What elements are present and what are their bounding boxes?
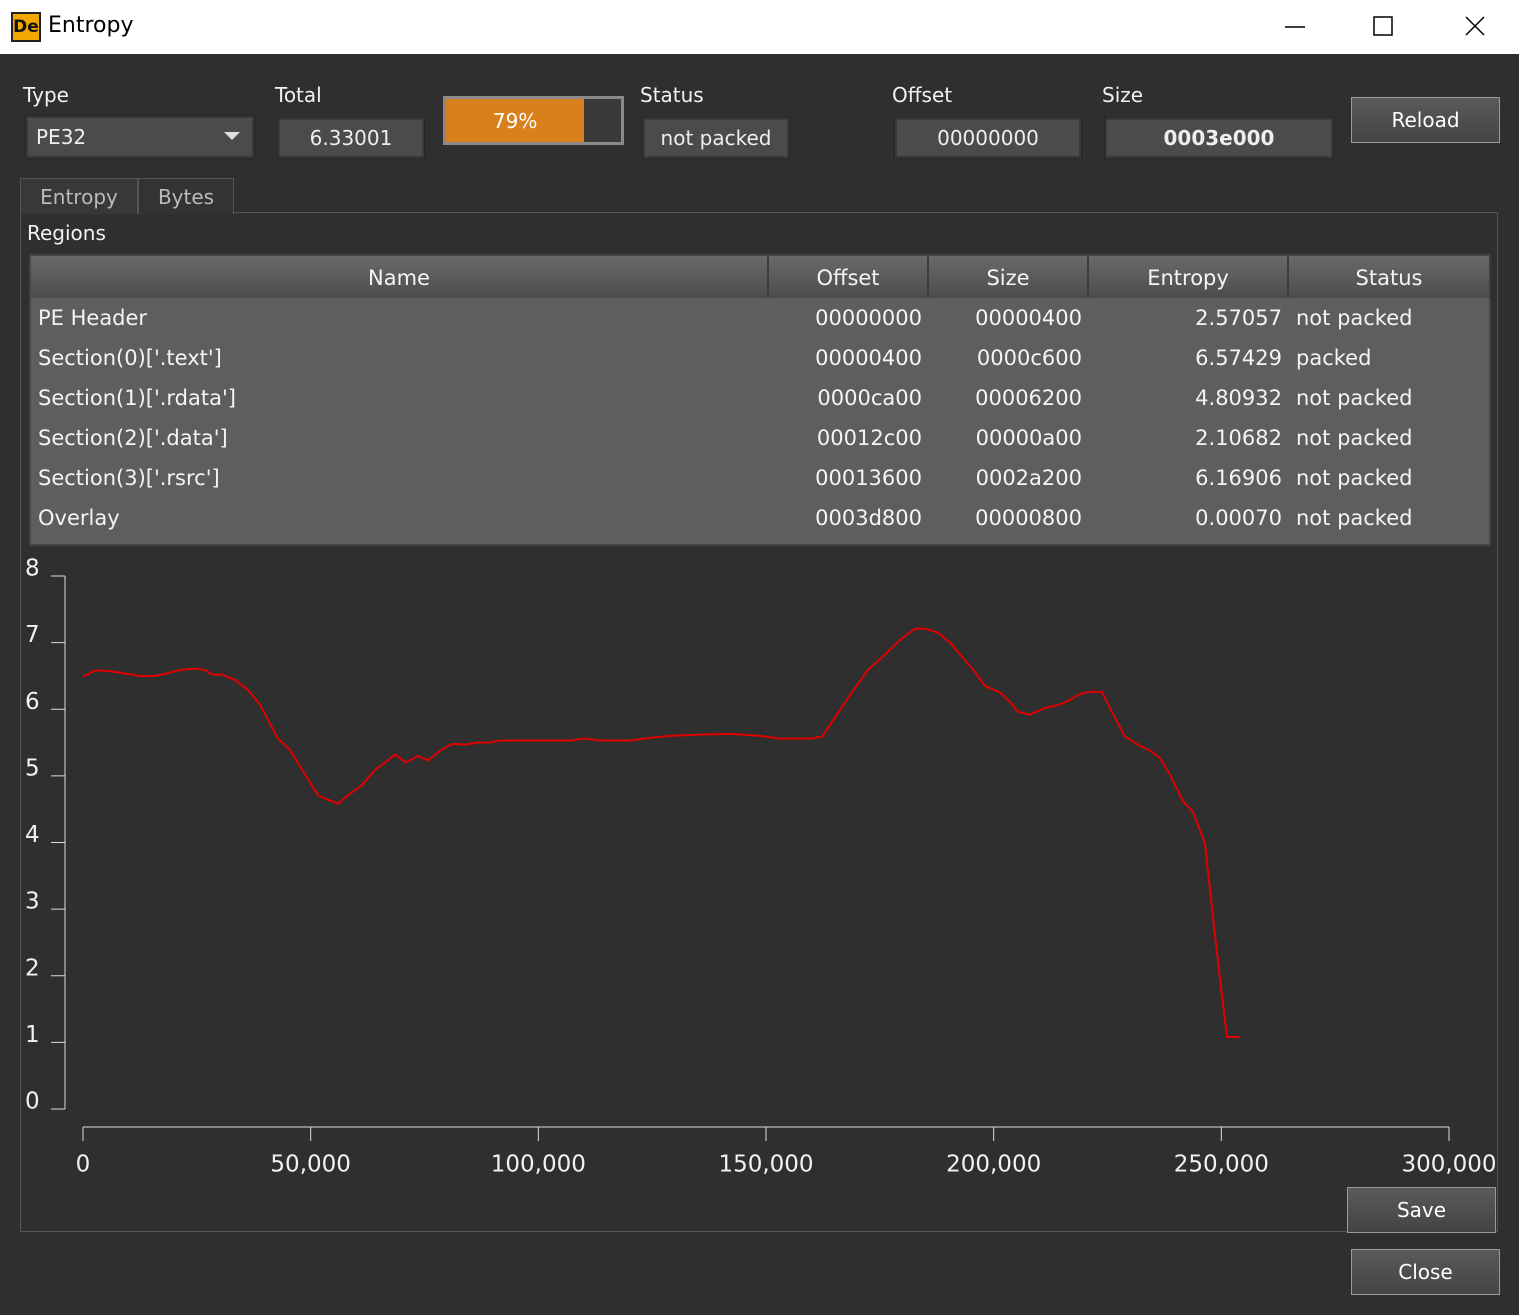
- cell: 6.16906: [1195, 466, 1282, 490]
- title-bar: De Entropy: [0, 0, 1519, 54]
- app-icon: De: [11, 12, 41, 42]
- size-label: Size: [1102, 83, 1144, 107]
- cell: not packed: [1296, 306, 1413, 330]
- reload-button[interactable]: Reload: [1351, 97, 1500, 143]
- cell: 00000400: [975, 306, 1082, 330]
- column-header: Name: [31, 256, 769, 298]
- progress-label: 79%: [492, 108, 538, 133]
- cell: 0003d800: [815, 506, 922, 530]
- save-button[interactable]: Save: [1347, 1187, 1496, 1233]
- close-window-button[interactable]: [1465, 16, 1485, 36]
- cell: packed: [1296, 346, 1372, 370]
- type-label: Type: [23, 83, 69, 107]
- cell: 2.57057: [1195, 306, 1282, 330]
- total-label: Total: [275, 83, 322, 107]
- cell: 0000ca00: [817, 386, 922, 410]
- cell: 00000000: [815, 306, 922, 330]
- cell: 6.57429: [1195, 346, 1282, 370]
- cell: PE Header: [38, 306, 148, 330]
- tab[interactable]: Entropy: [20, 178, 138, 214]
- column-header: Entropy: [1089, 256, 1289, 298]
- cell: 0002a200: [975, 466, 1082, 490]
- status-field: not packed: [642, 117, 790, 159]
- cell: Section(3)['.rsrc']: [38, 466, 220, 490]
- size-field: 0003e000: [1104, 117, 1334, 159]
- cell: 00006200: [975, 386, 1082, 410]
- window-controls: [1285, 16, 1485, 36]
- regions-table: Name Offset Size Entropy Status PE Header 0000…: [29, 254, 1491, 546]
- cell: Section(0)['.text']: [38, 346, 222, 370]
- cell: not packed: [1296, 426, 1413, 450]
- cell: 2.10682: [1195, 426, 1282, 450]
- status-label: Status: [640, 83, 704, 107]
- tab-panel: [20, 212, 1498, 1232]
- cell: not packed: [1296, 506, 1413, 530]
- dropdown-arrow: [224, 132, 240, 140]
- close-button[interactable]: Close: [1351, 1249, 1500, 1295]
- total-field: 6.33001: [277, 117, 425, 159]
- cell: not packed: [1296, 466, 1413, 490]
- progress-fill: [446, 99, 585, 142]
- column-header: Size: [929, 256, 1089, 298]
- window-title: Entropy: [48, 13, 134, 38]
- maximize-button[interactable]: [1373, 16, 1393, 36]
- cell: Section(1)['.rdata']: [38, 386, 236, 410]
- cell: 00000800: [975, 506, 1082, 530]
- cell: Section(2)['.data']: [38, 426, 228, 450]
- cell: 0000c600: [976, 346, 1082, 370]
- tab[interactable]: Bytes: [138, 178, 234, 214]
- cell: 0.00070: [1195, 506, 1282, 530]
- cell: not packed: [1296, 386, 1413, 410]
- offset-label: Offset: [892, 83, 953, 107]
- cell: Overlay: [38, 506, 120, 530]
- cell: 00000400: [815, 346, 922, 370]
- type-value: PE32: [36, 125, 87, 149]
- type-combobox[interactable]: PE32: [25, 115, 255, 159]
- column-header: Offset: [769, 256, 929, 298]
- cell: 00000a00: [975, 426, 1082, 450]
- column-header: Status: [1289, 256, 1491, 298]
- cell: 00013600: [815, 466, 922, 490]
- progress-bar: 79%: [443, 96, 624, 145]
- cell: 00012c00: [816, 426, 922, 450]
- cell: 4.80932: [1195, 386, 1282, 410]
- regions-label: Regions: [27, 221, 106, 245]
- offset-field: 00000000: [894, 117, 1082, 159]
